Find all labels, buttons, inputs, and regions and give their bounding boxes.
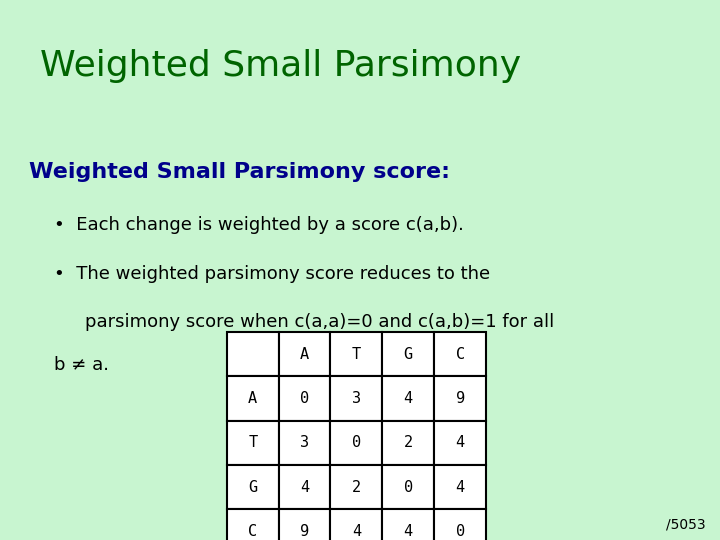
Text: 2: 2	[404, 435, 413, 450]
Text: Weighted Small Parsimony: Weighted Small Parsimony	[40, 49, 521, 83]
Bar	[227, 421, 279, 465]
Bar	[279, 465, 330, 509]
Bar	[330, 376, 382, 421]
Bar	[330, 421, 382, 465]
Bar	[330, 509, 382, 540]
Bar	[330, 332, 382, 376]
Bar	[279, 376, 330, 421]
Bar	[382, 509, 434, 540]
Text: 2: 2	[352, 480, 361, 495]
Bar	[279, 509, 330, 540]
Text: •  The weighted parsimony score reduces to the: • The weighted parsimony score reduces t…	[54, 265, 490, 282]
Bar	[434, 421, 486, 465]
Text: parsimony score when c(a,a)=0 and c(a,b)=1 for all: parsimony score when c(a,a)=0 and c(a,b)…	[85, 313, 554, 331]
Bar	[227, 332, 279, 376]
Bar	[279, 332, 330, 376]
Text: 0: 0	[352, 435, 361, 450]
Text: G: G	[404, 347, 413, 362]
Text: 4: 4	[352, 524, 361, 539]
Text: 4: 4	[300, 480, 309, 495]
Bar	[279, 421, 330, 465]
Text: C: C	[456, 347, 464, 362]
Text: 3: 3	[300, 435, 309, 450]
Bar	[382, 421, 434, 465]
Text: b ≠ a.: b ≠ a.	[54, 356, 109, 374]
Bar	[227, 509, 279, 540]
Bar	[434, 465, 486, 509]
Bar	[227, 376, 279, 421]
Text: 0: 0	[456, 524, 464, 539]
Text: 4: 4	[404, 524, 413, 539]
Text: 4: 4	[404, 391, 413, 406]
Text: 9: 9	[456, 391, 464, 406]
Bar	[330, 465, 382, 509]
Text: G: G	[248, 480, 257, 495]
Text: C: C	[248, 524, 257, 539]
Text: 3: 3	[352, 391, 361, 406]
Text: /5053: /5053	[666, 518, 706, 532]
Text: 9: 9	[300, 524, 309, 539]
Text: 4: 4	[456, 480, 464, 495]
Text: 4: 4	[456, 435, 464, 450]
Text: •  Each change is weighted by a score c(a,b).: • Each change is weighted by a score c(a…	[54, 216, 464, 234]
Text: A: A	[300, 347, 309, 362]
Text: A: A	[248, 391, 257, 406]
Bar	[434, 509, 486, 540]
Bar	[382, 465, 434, 509]
Bar	[382, 376, 434, 421]
Bar	[434, 376, 486, 421]
Bar	[434, 332, 486, 376]
Text: Weighted Small Parsimony score:: Weighted Small Parsimony score:	[29, 162, 450, 182]
Text: T: T	[352, 347, 361, 362]
Bar	[227, 465, 279, 509]
Bar	[382, 332, 434, 376]
Text: 0: 0	[300, 391, 309, 406]
Text: 0: 0	[404, 480, 413, 495]
Text: T: T	[248, 435, 257, 450]
